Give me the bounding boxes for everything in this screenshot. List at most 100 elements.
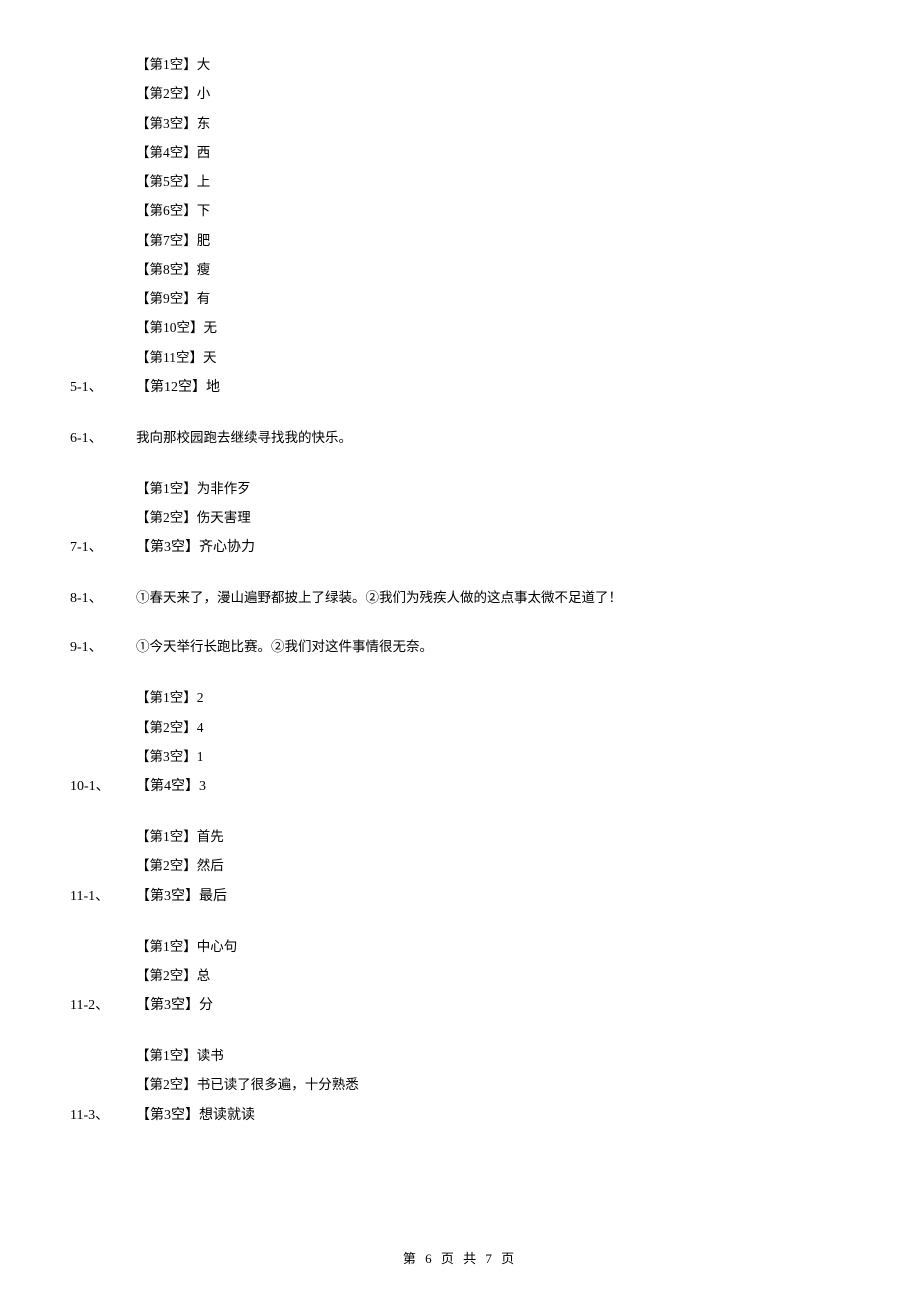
answer-item: 【第10空】无	[136, 318, 850, 338]
blank-label: 【第12空】	[136, 380, 206, 395]
blank-value: 3	[199, 779, 206, 794]
blank-label: 【第2空】	[136, 720, 197, 735]
blank-value: 想读就读	[199, 1108, 255, 1123]
answer-item: 【第5空】上	[136, 172, 850, 192]
question-with-last-answer: 10-1、 【第4空】3	[70, 776, 850, 797]
blank-label: 【第2空】	[136, 858, 197, 873]
blank-value: 小	[197, 86, 211, 101]
blank-value: 上	[197, 174, 211, 189]
answer-item: 【第4空】3	[136, 776, 206, 797]
question-with-last-answer: 11-2、 【第3空】分	[70, 995, 850, 1016]
question-row: 9-1、 ①今天举行长跑比赛。②我们对这件事情很无奈。	[70, 637, 850, 658]
question-number: 10-1、	[70, 776, 136, 797]
blank-value: 有	[197, 291, 211, 306]
answer-item: 【第3空】想读就读	[136, 1105, 255, 1126]
blank-value: 肥	[197, 233, 211, 248]
answer-item: 【第1空】为非作歹	[136, 479, 850, 499]
blank-value: 中心句	[197, 939, 238, 954]
question-number: 7-1、	[70, 537, 136, 558]
answer-item: 【第3空】1	[136, 747, 850, 767]
answer-group-11-1: 【第1空】首先 【第2空】然后 11-1、 【第3空】最后	[70, 827, 850, 907]
blank-label: 【第3空】	[136, 889, 199, 904]
answer-item: 【第4空】西	[136, 143, 850, 163]
blank-value: 1	[197, 749, 204, 764]
question-with-last-answer: 7-1、 【第3空】齐心协力	[70, 537, 850, 558]
answer-item: 【第3空】分	[136, 995, 213, 1016]
answer-group-11-3: 【第1空】读书 【第2空】书已读了很多遍，十分熟悉 11-3、 【第3空】想读就…	[70, 1046, 850, 1126]
answer-item: 【第9空】有	[136, 289, 850, 309]
answer-item: 【第6空】下	[136, 201, 850, 221]
blank-label: 【第9空】	[136, 291, 197, 306]
answer-item: 【第1空】读书	[136, 1046, 850, 1066]
answer-item: 【第1空】首先	[136, 827, 850, 847]
answer-item: 【第2空】伤天害理	[136, 508, 850, 528]
answer-group-11-2: 【第1空】中心句 【第2空】总 11-2、 【第3空】分	[70, 937, 850, 1017]
blank-label: 【第3空】	[136, 1108, 199, 1123]
blank-label: 【第1空】	[136, 1048, 197, 1063]
blank-value: 为非作歹	[197, 481, 251, 496]
blank-label: 【第1空】	[136, 481, 197, 496]
answer-group-8-1: 8-1、 ①春天来了，漫山遍野都披上了绿装。②我们为残疾人做的这点事太微不足道了…	[70, 588, 850, 609]
document-content: 【第1空】大 【第2空】小 【第3空】东 【第4空】西 【第5空】上 【第6空】…	[70, 55, 850, 1126]
blank-value: 西	[197, 145, 211, 160]
blank-value: 下	[197, 203, 211, 218]
blank-value: 地	[206, 380, 220, 395]
blank-value: 2	[197, 690, 204, 705]
question-number: 11-3、	[70, 1105, 136, 1126]
question-number: 5-1、	[70, 377, 136, 398]
question-row: 8-1、 ①春天来了，漫山遍野都披上了绿装。②我们为残疾人做的这点事太微不足道了…	[70, 588, 850, 609]
answer-group-10-1: 【第1空】2 【第2空】4 【第3空】1 10-1、 【第4空】3	[70, 688, 850, 797]
blank-label: 【第3空】	[136, 749, 197, 764]
answer-item: 【第3空】齐心协力	[136, 537, 255, 558]
answer-item: 【第2空】书已读了很多遍，十分熟悉	[136, 1075, 850, 1095]
blank-value: 齐心协力	[199, 540, 255, 555]
blank-value: 分	[199, 998, 213, 1013]
question-number: 11-2、	[70, 995, 136, 1016]
blank-label: 【第3空】	[136, 116, 197, 131]
blank-label: 【第2空】	[136, 968, 197, 983]
blank-value: 总	[197, 968, 211, 983]
blank-label: 【第6空】	[136, 203, 197, 218]
answer-group-6-1: 6-1、 我向那校园跑去继续寻找我的快乐。	[70, 428, 850, 449]
blank-value: 4	[197, 720, 204, 735]
question-with-last-answer: 11-1、 【第3空】最后	[70, 886, 850, 907]
blank-label: 【第4空】	[136, 145, 197, 160]
blank-label: 【第5空】	[136, 174, 197, 189]
blank-label: 【第1空】	[136, 690, 197, 705]
blank-value: 读书	[197, 1048, 224, 1063]
blank-label: 【第3空】	[136, 998, 199, 1013]
answer-group-9-1: 9-1、 ①今天举行长跑比赛。②我们对这件事情很无奈。	[70, 637, 850, 658]
answer-item: 【第7空】肥	[136, 231, 850, 251]
blank-value: 首先	[197, 829, 224, 844]
answer-item: 【第2空】4	[136, 718, 850, 738]
blank-value: 无	[204, 320, 218, 335]
blank-label: 【第3空】	[136, 540, 199, 555]
answer-item: 【第2空】小	[136, 84, 850, 104]
question-number: 6-1、	[70, 428, 136, 449]
answer-item: 【第1空】中心句	[136, 937, 850, 957]
question-row: 6-1、 我向那校园跑去继续寻找我的快乐。	[70, 428, 850, 449]
page-number-label: 第 6 页 共 7 页	[403, 1251, 517, 1266]
answer-item: 【第1空】2	[136, 688, 850, 708]
blank-label: 【第1空】	[136, 939, 197, 954]
blank-value: 东	[197, 116, 211, 131]
blank-label: 【第8空】	[136, 262, 197, 277]
blank-label: 【第2空】	[136, 1077, 197, 1092]
answer-item: 【第11空】天	[136, 348, 850, 368]
page-footer: 第 6 页 共 7 页	[0, 1248, 920, 1267]
question-number: 8-1、	[70, 588, 136, 609]
blank-value: 大	[197, 57, 211, 72]
blank-label: 【第2空】	[136, 86, 197, 101]
question-text: 我向那校园跑去继续寻找我的快乐。	[136, 428, 850, 448]
blank-value: 伤天害理	[197, 510, 251, 525]
blank-value: 书已读了很多遍，十分熟悉	[197, 1077, 359, 1092]
blank-label: 【第11空】	[136, 350, 203, 365]
answer-group-5-1: 【第1空】大 【第2空】小 【第3空】东 【第4空】西 【第5空】上 【第6空】…	[70, 55, 850, 398]
blank-label: 【第2空】	[136, 510, 197, 525]
blank-label: 【第10空】	[136, 320, 204, 335]
question-with-last-answer: 11-3、 【第3空】想读就读	[70, 1105, 850, 1126]
blank-value: 天	[203, 350, 217, 365]
answer-item: 【第2空】总	[136, 966, 850, 986]
blank-label: 【第1空】	[136, 829, 197, 844]
blank-value: 瘦	[197, 262, 211, 277]
